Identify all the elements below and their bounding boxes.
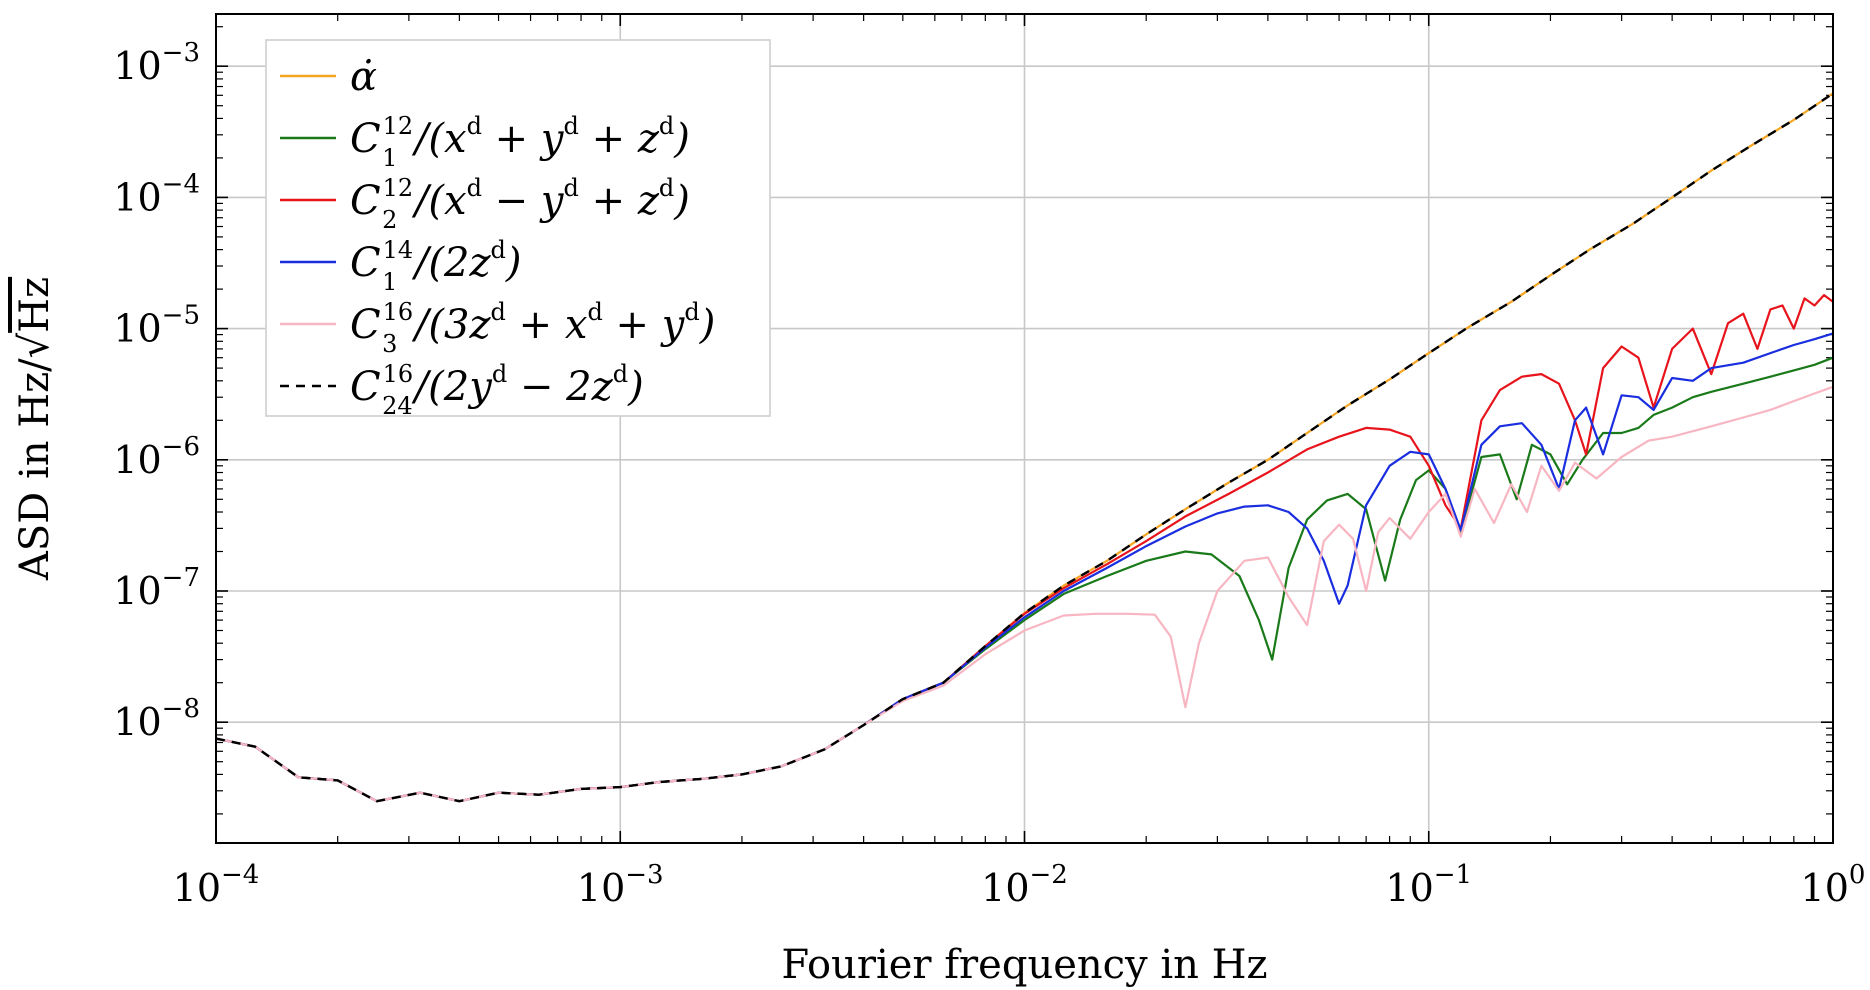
legend-rest-text: + y xyxy=(482,116,565,162)
legend-subscript: 3 xyxy=(382,330,397,358)
legend-rest-text: ) xyxy=(673,116,690,162)
legend-rest-text: + x xyxy=(506,302,588,348)
legend-rest-superscript: d xyxy=(491,236,506,264)
y-tick-exponent: −7 xyxy=(162,563,200,593)
legend-rest-text: ) xyxy=(505,240,522,286)
y-tick-label: 10−8 xyxy=(113,694,200,744)
x-tick-base: 10 xyxy=(981,866,1029,910)
legend-label-C3_16: C16 3/(3zd + xd + yd) xyxy=(350,298,715,358)
x-tick-exponent: 0 xyxy=(1849,860,1866,890)
series-layer xyxy=(215,92,1834,803)
y-tick-base: 10 xyxy=(113,569,161,613)
x-tick-label: 100 xyxy=(1801,860,1866,910)
legend-rest-text: /(2z xyxy=(411,240,492,286)
y-tick-base: 10 xyxy=(113,438,161,482)
legend-subscript: 2 xyxy=(382,206,397,234)
legend-rest-superscript: d xyxy=(659,112,674,140)
legend-superscript: 12 xyxy=(383,174,414,202)
tick-labels: 10−4 10−3 10−2 10−1 10010−810−710−610−510−41… xyxy=(113,38,1865,910)
legend-rest-text: /(x xyxy=(411,178,467,224)
legend-rest-text: ) xyxy=(673,178,690,224)
legend-superscript: 16 xyxy=(383,360,414,388)
legend-rest-text: /(x xyxy=(411,116,467,162)
legend-rest-superscript: d xyxy=(467,174,482,202)
y-tick-base: 10 xyxy=(113,307,161,351)
y-tick-exponent: −4 xyxy=(162,169,200,199)
x-tick-exponent: −4 xyxy=(221,860,259,890)
legend-box xyxy=(265,39,771,417)
legend-main: C xyxy=(350,302,381,348)
x-tick-base: 10 xyxy=(1385,866,1433,910)
legend-label-C1_14: C14 1 /(2zd) xyxy=(350,236,522,296)
legend-rest-superscript: d xyxy=(613,360,628,388)
legend-superscript: 16 xyxy=(383,298,414,326)
y-tick-label: 10−6 xyxy=(113,432,200,482)
legend-superscript: 12 xyxy=(383,112,414,140)
x-tick-base: 10 xyxy=(577,866,625,910)
legend-rest-text: ) xyxy=(699,302,716,348)
y-tick-base: 10 xyxy=(113,175,161,219)
legend-rest-text: /(2y xyxy=(411,364,494,410)
x-tick-base: 10 xyxy=(1801,866,1849,910)
x-tick-label: 10−2 xyxy=(981,860,1068,910)
legend-rest-text: + z xyxy=(579,178,660,224)
legend-subscript: 1 xyxy=(382,268,397,296)
x-tick-label: 10−1 xyxy=(1385,860,1472,910)
legend: α̇C12 1/(xd + yd + zd)C12 2/(xd − yd + zd)… xyxy=(265,39,771,420)
x-tick-base: 10 xyxy=(173,866,221,910)
legend-main: C xyxy=(350,240,381,286)
legend-main: C xyxy=(350,178,381,224)
y-tick-label: 10−3 xyxy=(113,38,200,88)
legend-rest-text: ) xyxy=(627,364,644,410)
legend-rest-text: + z xyxy=(579,116,660,162)
legend-rest-text: − y xyxy=(482,178,565,224)
y-tick-exponent: −8 xyxy=(162,694,200,724)
y-tick-base: 10 xyxy=(113,700,161,744)
legend-main: C xyxy=(350,116,381,162)
x-tick-exponent: −3 xyxy=(625,860,663,890)
y-tick-label: 10−5 xyxy=(113,301,200,351)
y-tick-label: 10−4 xyxy=(113,169,200,219)
legend-rest-superscript: d xyxy=(659,174,674,202)
legend-main: C xyxy=(350,364,381,410)
y-axis-title-sqrt-arg: Hz xyxy=(12,277,58,333)
y-tick-label: 10−7 xyxy=(113,563,200,613)
legend-rest-superscript: d xyxy=(564,174,579,202)
legend-label-C1_12: C12 1/(xd + yd + zd) xyxy=(350,112,690,172)
legend-rest-superscript: d xyxy=(564,112,579,140)
x-axis-title: Fourier frequency in Hz xyxy=(781,942,1267,988)
legend-subscript: 24 xyxy=(382,392,413,420)
x-tick-label: 10−4 xyxy=(173,860,260,910)
legend-label-C24_16: C16 24/(2yd − 2zd) xyxy=(350,360,644,420)
y-tick-exponent: −5 xyxy=(162,301,200,331)
y-tick-exponent: −3 xyxy=(162,38,200,68)
legend-rest-superscript: d xyxy=(684,298,699,326)
legend-label-C2_12: C12 2/(xd − yd + zd) xyxy=(350,174,690,234)
plot-frame xyxy=(215,13,1834,844)
legend-rest-superscript: d xyxy=(491,298,506,326)
x-tick-exponent: −1 xyxy=(1434,860,1472,890)
y-axis-title-text: ASD in Hz/√Hz xyxy=(12,277,58,581)
legend-rest-text: /(3z xyxy=(411,302,492,348)
y-axis-title-prefix: ASD in Hz/ xyxy=(12,358,58,581)
legend-rest-text: + y xyxy=(603,302,686,348)
legend-rest-superscript: d xyxy=(467,112,482,140)
x-tick-label: 10−3 xyxy=(577,860,664,910)
y-tick-base: 10 xyxy=(113,44,161,88)
legend-subscript: 1 xyxy=(382,144,397,172)
y-axis-sqrt-symbol: √ xyxy=(12,332,58,358)
y-axis-title: ASD in Hz/√Hz xyxy=(12,277,58,581)
legend-rest-superscript: d xyxy=(492,360,507,388)
legend-superscript: 14 xyxy=(383,236,414,264)
x-tick-exponent: −2 xyxy=(1030,860,1068,890)
legend-rest-superscript: d xyxy=(587,298,602,326)
legend-main: α̇ xyxy=(350,54,377,100)
y-tick-exponent: −6 xyxy=(162,432,200,462)
legend-label-alpha_dot: α̇ xyxy=(350,54,377,100)
legend-rest-text: − 2z xyxy=(507,364,613,410)
